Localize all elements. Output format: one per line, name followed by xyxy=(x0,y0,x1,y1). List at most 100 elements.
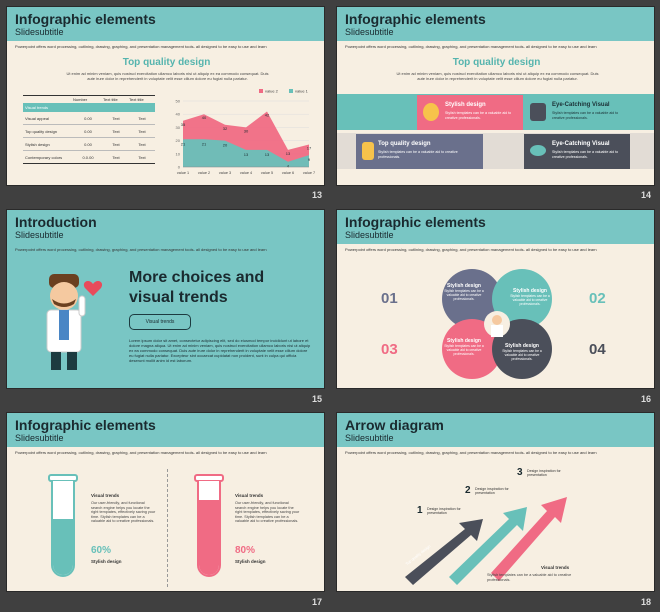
left-label: Visual trends xyxy=(91,493,120,498)
card-title: Eye-Catching Visual xyxy=(552,102,610,108)
card-top-quality[interactable]: Top quality design Stylish templates can… xyxy=(356,134,483,169)
venn-item-3: Stylish design Stylish templates can be … xyxy=(441,338,487,357)
slide-15[interactable]: Introduction Slidesubtitle Powerpoint of… xyxy=(6,209,325,389)
section-heading: Top quality design xyxy=(452,57,541,68)
y-tick-label: 30 xyxy=(176,125,181,130)
data-label: 13 xyxy=(286,151,291,156)
slide-subtitle: Slidesubtitle xyxy=(345,433,394,443)
slide-description: Powerpoint offers word processing, outli… xyxy=(15,44,267,49)
table-header-row: Number Text title Text title xyxy=(23,95,155,103)
table-cell: 0.00 xyxy=(84,141,92,147)
slide-header: Infographic elements Slidesubtitle xyxy=(7,7,324,41)
data-label: 42 xyxy=(265,113,270,118)
slide-description: Powerpoint offers word processing, outli… xyxy=(345,450,597,455)
right-percent: 80% xyxy=(235,545,256,556)
step-2-text: Design inspiration for presentation xyxy=(475,487,509,496)
table-cell: Text xyxy=(138,128,146,134)
table-header-cell: Text title xyxy=(103,97,118,102)
table-cell: Top quality design xyxy=(25,128,58,134)
step-3-text: Design inspiration for presentation xyxy=(527,469,561,478)
left-body: Our user-friendly, and functional search… xyxy=(91,501,156,524)
left-caption: Stylish design xyxy=(91,559,122,564)
x-tick-label: value 3 xyxy=(219,171,231,175)
slide-num-18: 18 xyxy=(641,597,652,607)
card-text: Stylish templates can be a valuable aid … xyxy=(552,150,619,159)
venn-title: Stylish design xyxy=(513,288,547,294)
venn-number-02: 02 xyxy=(589,290,606,307)
data-label: 13 xyxy=(265,152,270,157)
table-cell: 0.00 xyxy=(84,115,92,121)
legend-swatch xyxy=(289,89,293,93)
footer-title: Visual trends xyxy=(541,565,570,570)
left-percent: 60% xyxy=(91,545,112,556)
y-tick-label: 40 xyxy=(176,112,181,117)
body-text: Lorem ipsum dolor sit amet, consectetur … xyxy=(129,338,311,363)
x-tick-label: value 1 xyxy=(177,171,189,175)
test-tube-teal xyxy=(48,474,78,577)
microscope-icon xyxy=(530,103,546,121)
slide-14[interactable]: Infographic elements Slidesubtitle Power… xyxy=(336,6,655,186)
slide-num-15: 15 xyxy=(312,394,323,404)
visual-trends-button[interactable]: Visual trends xyxy=(129,314,191,330)
slide-header: Arrow diagram Slidesubtitle xyxy=(337,413,654,447)
venn-number-04: 04 xyxy=(589,341,606,358)
data-table: Number Text title Text title Visual tren… xyxy=(23,95,155,164)
table-cell: Text xyxy=(138,154,146,160)
slide-header: Infographic elements Slidesubtitle xyxy=(7,413,324,447)
card-stylish-design[interactable]: Stylish design Stylish templates can be … xyxy=(417,95,523,130)
table-cell: Visual appeal xyxy=(25,115,49,121)
venn-number-03: 03 xyxy=(381,341,398,358)
slide-subtitle: Slidesubtitle xyxy=(345,230,394,240)
card-text: Stylish templates can be a valuable aid … xyxy=(378,150,458,159)
table-header-cell: Number xyxy=(73,97,88,102)
data-label: 35 xyxy=(181,122,186,127)
venn-number-01: 01 xyxy=(381,290,398,307)
step-3-number: 3 xyxy=(517,467,523,478)
section-heading: Top quality design xyxy=(122,57,211,68)
section-body: Ut enim ad minim veniam, quis nostrud ex… xyxy=(66,71,269,81)
slide-subtitle: Slidesubtitle xyxy=(345,27,394,37)
slide-description: Powerpoint offers word processing, outli… xyxy=(15,247,267,252)
slide-description: Powerpoint offers word processing, outli… xyxy=(15,450,267,455)
slide-16[interactable]: Infographic elements Slidesubtitle Power… xyxy=(336,209,655,389)
x-tick-label: value 5 xyxy=(261,171,273,175)
table-cell: 0.0.00 xyxy=(82,154,94,160)
right-label: Visual trends xyxy=(235,493,264,498)
y-tick-label: 20 xyxy=(176,138,181,143)
slide-num-17: 17 xyxy=(312,597,323,607)
venn-item-4: Stylish design Stylish templates can be … xyxy=(499,343,545,362)
table-cell: Text xyxy=(112,128,120,134)
doctor-illustration xyxy=(46,274,103,370)
table-cell: Visual trends xyxy=(25,105,49,110)
slide-17[interactable]: Infographic elements Slidesubtitle Power… xyxy=(6,412,325,592)
venn-text: Stylish templates can be a valuable aid … xyxy=(502,349,542,362)
legend-swatch xyxy=(259,89,263,93)
slide-subtitle: Slidesubtitle xyxy=(15,230,64,240)
table-cell: Stylish design xyxy=(25,141,50,147)
data-label: 30 xyxy=(244,128,249,133)
slide-num-13: 13 xyxy=(312,190,323,200)
data-label: 20 xyxy=(223,143,228,148)
card-eye-catching[interactable]: Eye-Catching Visual Stylish templates ca… xyxy=(524,95,630,130)
slide-header: Infographic elements Slidesubtitle xyxy=(337,210,654,244)
divider xyxy=(167,469,168,587)
slide-num-14: 14 xyxy=(641,190,652,200)
slide-title: Infographic elements xyxy=(345,214,486,230)
table-cell: Text xyxy=(112,115,120,121)
venn-text: Stylish templates can be a valuable aid … xyxy=(444,289,484,302)
slide-18[interactable]: Arrow diagram Slidesubtitle Powerpoint o… xyxy=(336,412,655,592)
legend-label: value 1 xyxy=(295,89,309,94)
flask-icon xyxy=(423,103,439,121)
slide-13[interactable]: Infographic elements Slidesubtitle Power… xyxy=(6,6,325,186)
x-tick-label: value 6 xyxy=(282,171,294,175)
slide-description: Powerpoint offers word processing, outli… xyxy=(345,247,597,252)
venn-item-1: Stylish design Stylish templates can be … xyxy=(441,283,487,302)
card-eye-catching-2[interactable]: Eye-Catching Visual Stylish templates ca… xyxy=(524,134,630,169)
step-1-text: Design inspiration for presentation xyxy=(427,507,461,516)
data-label: 13 xyxy=(244,152,249,157)
y-tick-label: 10 xyxy=(176,151,181,156)
eye-icon xyxy=(530,145,546,156)
slide-num-16: 16 xyxy=(641,394,652,404)
section-body: Ut enim ad minim veniam, quis nostrud ex… xyxy=(396,71,599,81)
